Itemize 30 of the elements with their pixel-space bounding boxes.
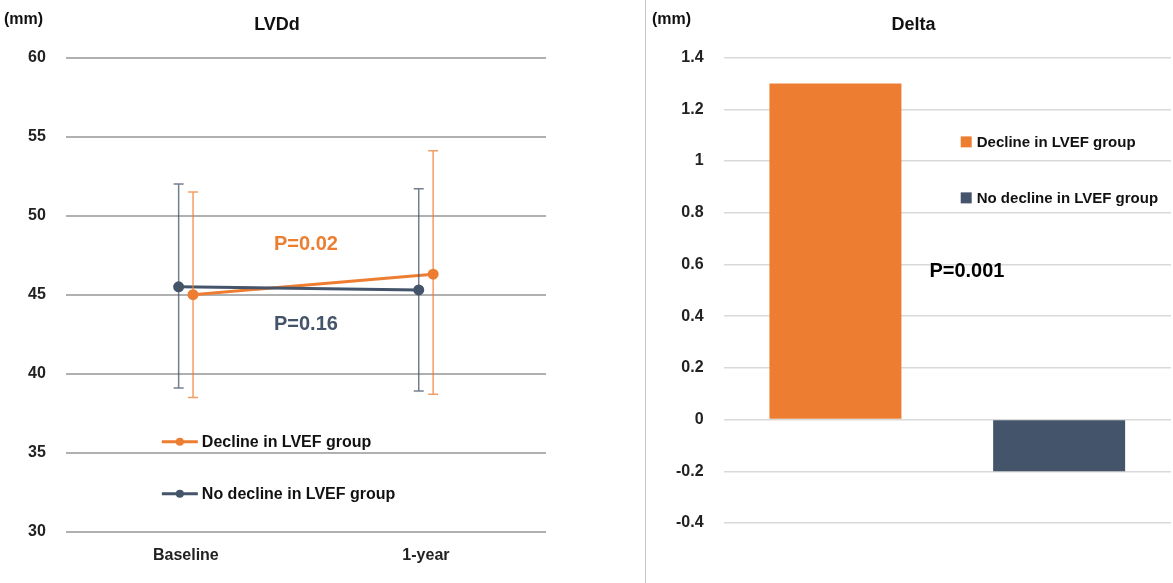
y-tick-label: 35 [28,443,46,461]
y-tick-label: 0.8 [681,203,704,221]
y-tick-label: 60 [28,48,46,66]
y-tick-label: 30 [28,522,46,540]
legend-label: No decline in LVEF group [201,485,396,503]
y-axis-title: (mm) [4,10,44,28]
y-tick-label: -0.4 [675,513,704,531]
y-tick-label: 1 [694,151,704,169]
y-tick-label: 45 [28,285,46,303]
chart-title: Delta [891,13,937,34]
annotation: P=0.001 [929,259,1005,282]
legend-label: No decline in LVEF group [976,188,1159,206]
y-tick-label: 1.4 [681,48,704,66]
y-tick-label: 0 [694,409,704,427]
legend-label: Decline in LVEF group [201,433,372,451]
chart-title: LVDd [254,13,300,34]
x-tick-label: 1-year [402,545,450,563]
y-tick-label: 0.2 [681,358,704,376]
y-tick-label: 0.6 [681,254,704,272]
y-tick-label: -0.2 [675,461,704,479]
y-tick-label: 40 [28,364,46,382]
y-tick-label: 50 [28,206,46,224]
y-tick-label: 1.2 [681,99,704,117]
legend-label: Decline in LVEF group [976,132,1136,150]
y-tick-label: 55 [28,127,46,145]
annotation: P=0.02 [273,231,338,254]
annotation: P=0.16 [273,311,338,334]
x-tick-label: Baseline [152,545,219,563]
y-axis-title: (mm) [652,10,692,28]
y-tick-label: 0.4 [681,306,704,324]
